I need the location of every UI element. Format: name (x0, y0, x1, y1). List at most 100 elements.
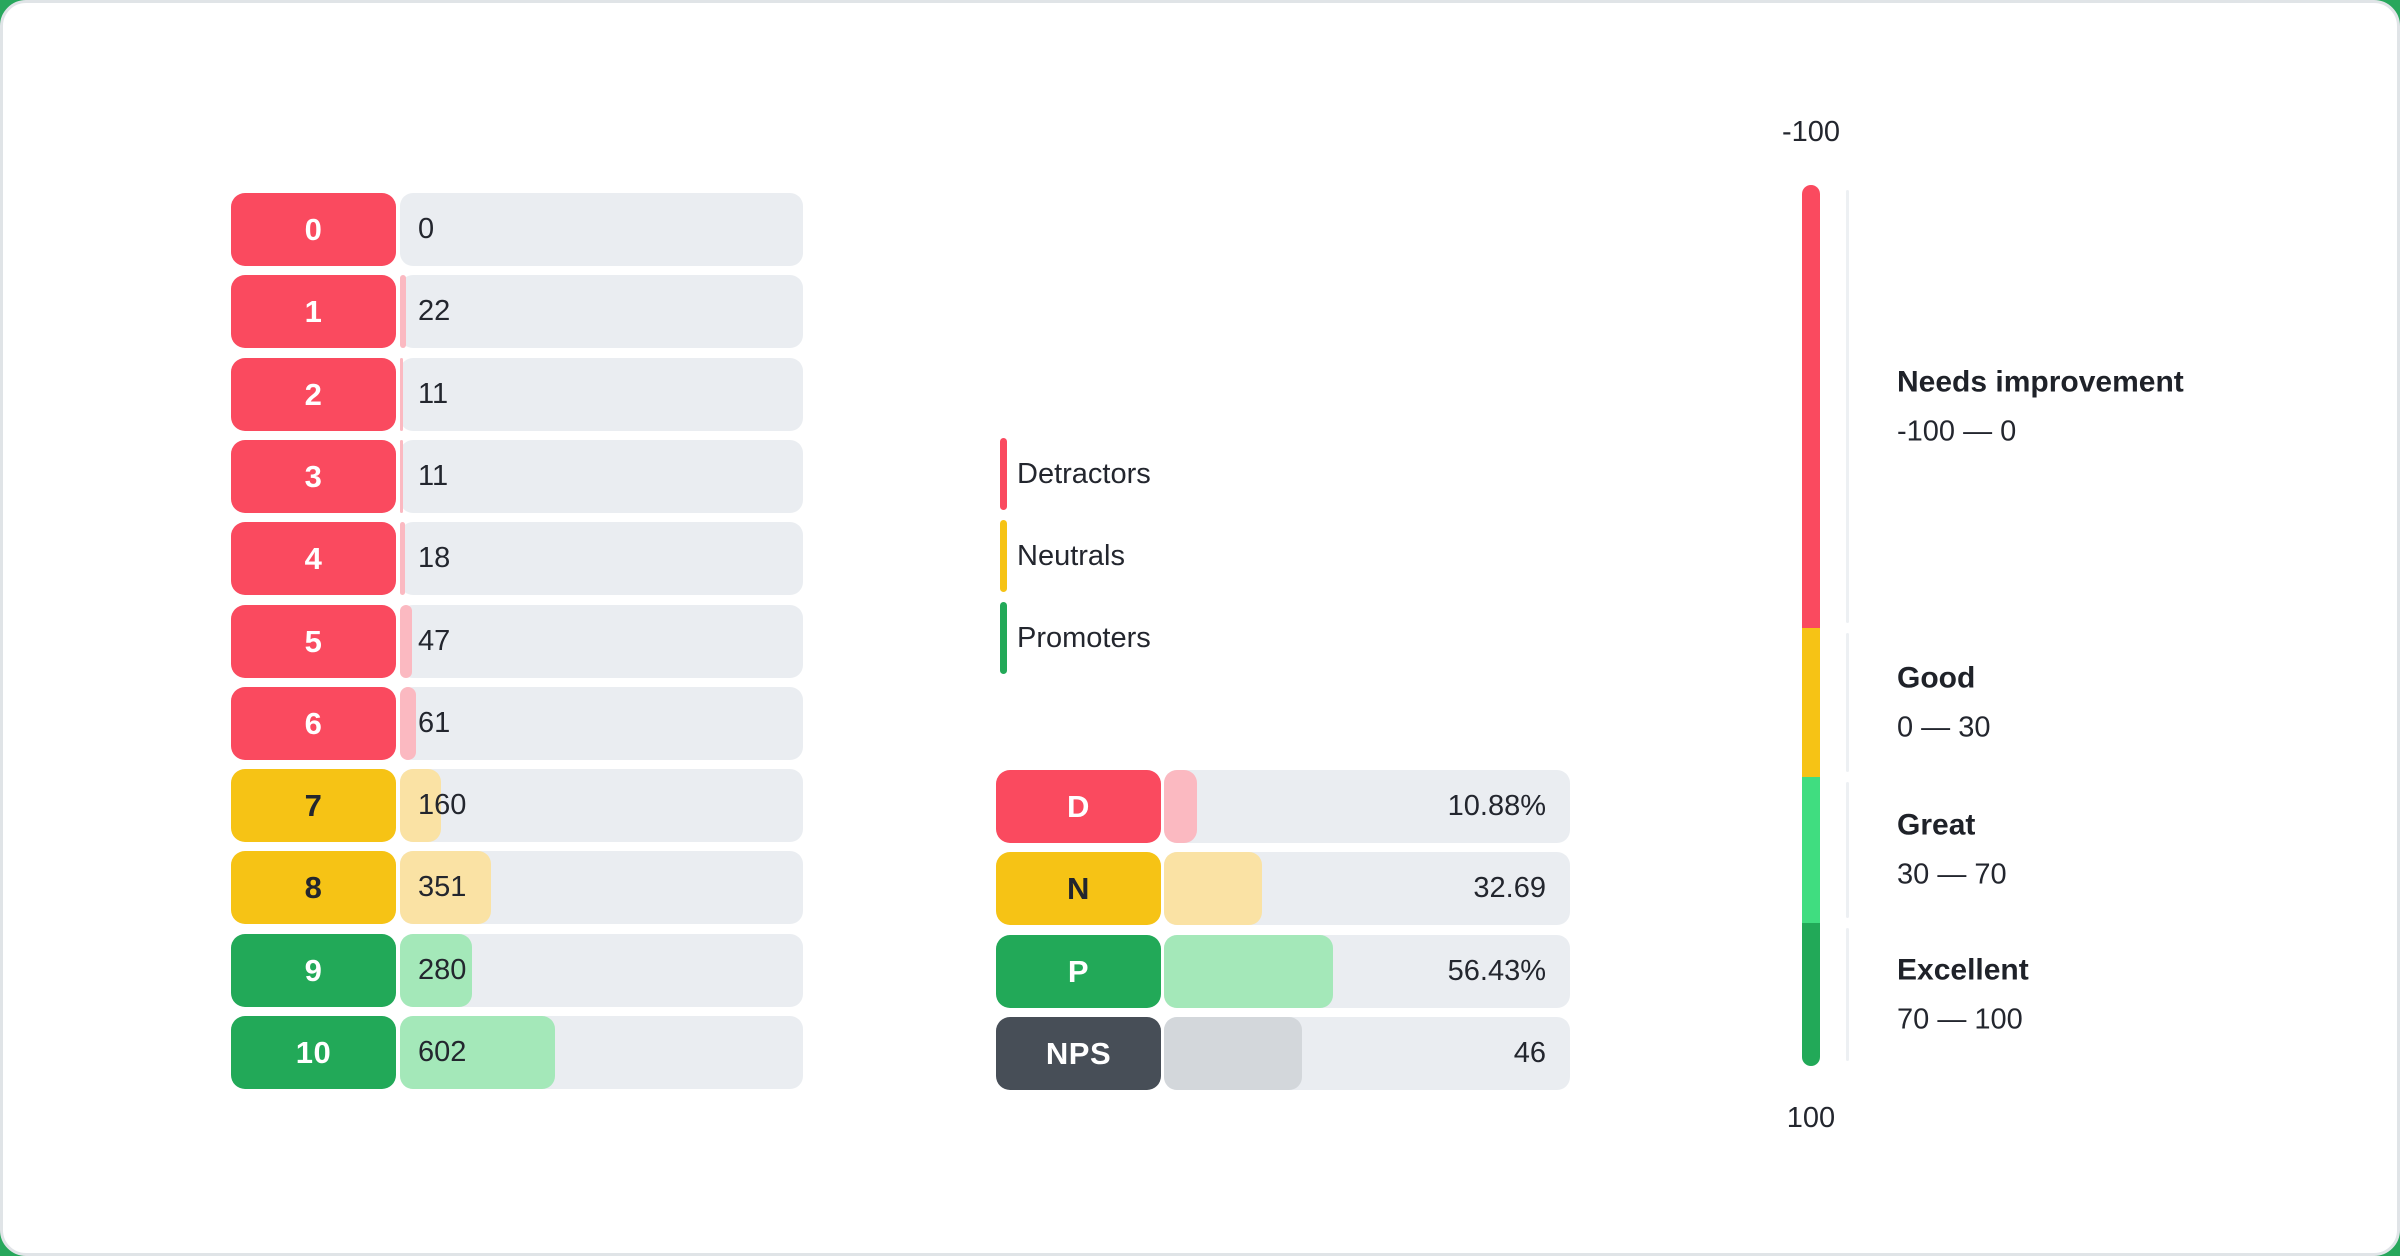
gauge-zone-segment (1802, 628, 1820, 778)
summary-value: 10.88% (1447, 790, 1546, 822)
legend-label: Detractors (1017, 458, 1151, 490)
gauge-axis-line (1846, 928, 1849, 1061)
gauge-zone-title: Good (1897, 661, 1976, 695)
gauge-axis-line (1846, 782, 1849, 918)
score-label-pill: 1 (231, 275, 396, 348)
summary-value: 46 (1513, 1037, 1546, 1069)
gauge-zone-title: Great (1897, 808, 1976, 842)
score-row: 10 602 (231, 1016, 803, 1089)
summary-bar-fill (1164, 1017, 1302, 1090)
score-label-pill: 7 (231, 769, 396, 842)
legend-item: Neutrals (1000, 520, 1260, 592)
score-row: 8 351 (231, 851, 803, 924)
score-row: 3 11 (231, 440, 803, 513)
legend-swatch (1000, 520, 1007, 592)
score-bar-fill (400, 440, 403, 513)
summary-track: 56.43% (1164, 935, 1570, 1008)
score-count: 351 (418, 871, 467, 903)
score-track: 18 (400, 522, 803, 595)
gauge-zone-segment (1802, 923, 1820, 1066)
gauge-max-label: 100 (1786, 1102, 1836, 1134)
gauge-zone-labels: Needs improvement -100 — 0 Good 0 — 30 Great… (1897, 185, 2377, 1066)
legend-item: Promoters (1000, 602, 1260, 674)
summary-row: N 32.69 (996, 852, 1570, 925)
summary-row: D 10.88% (996, 770, 1570, 843)
score-bar-fill (400, 605, 413, 678)
score-label-pill: 5 (231, 605, 396, 678)
score-count: 22 (418, 295, 451, 327)
score-count: 0 (418, 213, 435, 245)
score-label-pill: 4 (231, 522, 396, 595)
score-track: 47 (400, 605, 803, 678)
legend-swatch (1000, 602, 1007, 674)
summary-row: NPS 46 (996, 1017, 1570, 1090)
summary-bar-fill (1164, 852, 1263, 925)
legend-label: Neutrals (1017, 540, 1125, 572)
gauge-axis (1846, 185, 1849, 1066)
score-bar-fill (400, 687, 416, 760)
gauge-axis-line (1846, 190, 1849, 623)
score-row: 1 22 (231, 275, 803, 348)
gauge-zone-range: 0 — 30 (1897, 711, 1991, 744)
score-bar-fill (400, 851, 491, 924)
score-label-pill: 9 (231, 934, 396, 1007)
score-track: 0 (400, 193, 803, 266)
score-track: 602 (400, 1016, 803, 1089)
score-label-pill: 10 (231, 1016, 396, 1089)
gauge-zone-segment (1802, 777, 1820, 924)
score-label-pill: 3 (231, 440, 396, 513)
gauge-zone-label: Needs improvement -100 — 0 (1897, 366, 2184, 449)
score-bar-fill (400, 522, 405, 595)
score-count: 280 (418, 954, 467, 986)
summary-track: 46 (1164, 1017, 1570, 1090)
summary-track: 32.69 (1164, 852, 1570, 925)
score-count: 160 (418, 789, 467, 821)
score-bar-fill (400, 358, 403, 431)
score-count: 47 (418, 625, 451, 657)
score-track: 351 (400, 851, 803, 924)
score-row: 6 61 (231, 687, 803, 760)
summary-track: 10.88% (1164, 770, 1570, 843)
gauge-axis-line (1846, 633, 1849, 772)
score-label-pill: 0 (231, 193, 396, 266)
summary-bar-fill (1164, 770, 1197, 843)
summary-value: 32.69 (1473, 872, 1546, 904)
legend-swatch (1000, 438, 1007, 510)
summary-label-pill: NPS (996, 1017, 1161, 1090)
score-track: 11 (400, 440, 803, 513)
score-label-pill: 6 (231, 687, 396, 760)
score-track: 160 (400, 769, 803, 842)
score-count: 11 (418, 378, 449, 410)
gauge-zone-title: Needs improvement (1897, 365, 2184, 399)
summary-label-pill: N (996, 852, 1161, 925)
gauge-zone-segment (1802, 185, 1820, 629)
score-bar-fill (400, 275, 406, 348)
score-track: 280 (400, 934, 803, 1007)
score-row: 4 18 (231, 522, 803, 595)
score-label-pill: 8 (231, 851, 396, 924)
legend-label: Promoters (1017, 622, 1151, 654)
score-track: 22 (400, 275, 803, 348)
score-count: 602 (418, 1036, 467, 1068)
gauge-zone-range: -100 — 0 (1897, 415, 2017, 448)
score-row: 7 160 (231, 769, 803, 842)
gauge-zone-label: Excellent 70 — 100 (1897, 954, 2029, 1037)
score-count: 18 (418, 542, 451, 574)
summary-bar-fill (1164, 935, 1334, 1008)
score-label-pill: 2 (231, 358, 396, 431)
score-count: 11 (418, 460, 449, 492)
summary-label-pill: D (996, 770, 1161, 843)
summary-row: P 56.43% (996, 935, 1570, 1008)
gauge-bar (1802, 185, 1820, 1066)
score-count: 61 (418, 707, 451, 739)
gauge-min-label: -100 (1781, 116, 1841, 148)
gauge-zone-label: Good 0 — 30 (1897, 662, 1991, 745)
score-track: 11 (400, 358, 803, 431)
gauge-zone-label: Great 30 — 70 (1897, 809, 2007, 892)
score-bar-fill (400, 934, 473, 1007)
score-track: 61 (400, 687, 803, 760)
gauge-zone-title: Excellent (1897, 953, 2029, 987)
legend-item: Detractors (1000, 438, 1260, 510)
